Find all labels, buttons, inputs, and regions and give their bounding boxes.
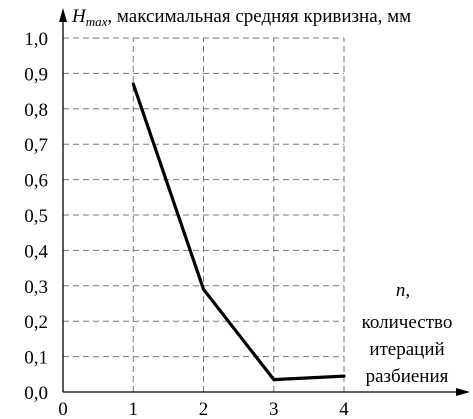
y-tick-label: 0,5 [24,206,48,227]
y-tick-label: 0,2 [24,312,48,333]
y-tick-label: 0,6 [24,171,48,192]
y-axis-arrow [59,8,67,22]
y-tick-label: 0,0 [24,383,48,404]
x-axis-label-symbol: n, [396,280,410,301]
x-tick-label: 0 [58,399,68,419]
x-axis-arrow [456,388,470,396]
grid-lines [63,37,345,392]
series-line [131,82,346,382]
x-tick-label: 2 [199,399,209,419]
y-tick-label: 0,9 [24,64,48,85]
x-axis-label-line-3: разбиения [366,366,449,387]
y-tick-label: 0,1 [24,348,48,369]
x-tick-labels: 0 1 2 3 4 [58,399,349,419]
x-tick-label: 4 [339,399,349,419]
x-tick-label: 1 [129,399,139,419]
y-tick-label: 1,0 [24,29,48,50]
y-tick-label: 0,8 [24,100,48,121]
y-tick-label: 0,7 [24,135,48,156]
y-tick-label: 0,3 [24,277,48,298]
x-tick-label: 3 [269,399,279,419]
series [131,82,346,382]
x-axis-label-line-2: итераций [369,339,444,360]
axes [59,8,470,396]
y-axis-label: Hmax, максимальная средняя кривизна, мм [71,6,411,29]
y-tick-label: 0,4 [24,241,48,262]
y-tick-labels: 0,0 0,1 0,2 0,3 0,4 0,5 0,6 0,7 0,8 0,9 1,0 [24,29,48,404]
x-axis-label-line-1: количество [362,312,453,333]
